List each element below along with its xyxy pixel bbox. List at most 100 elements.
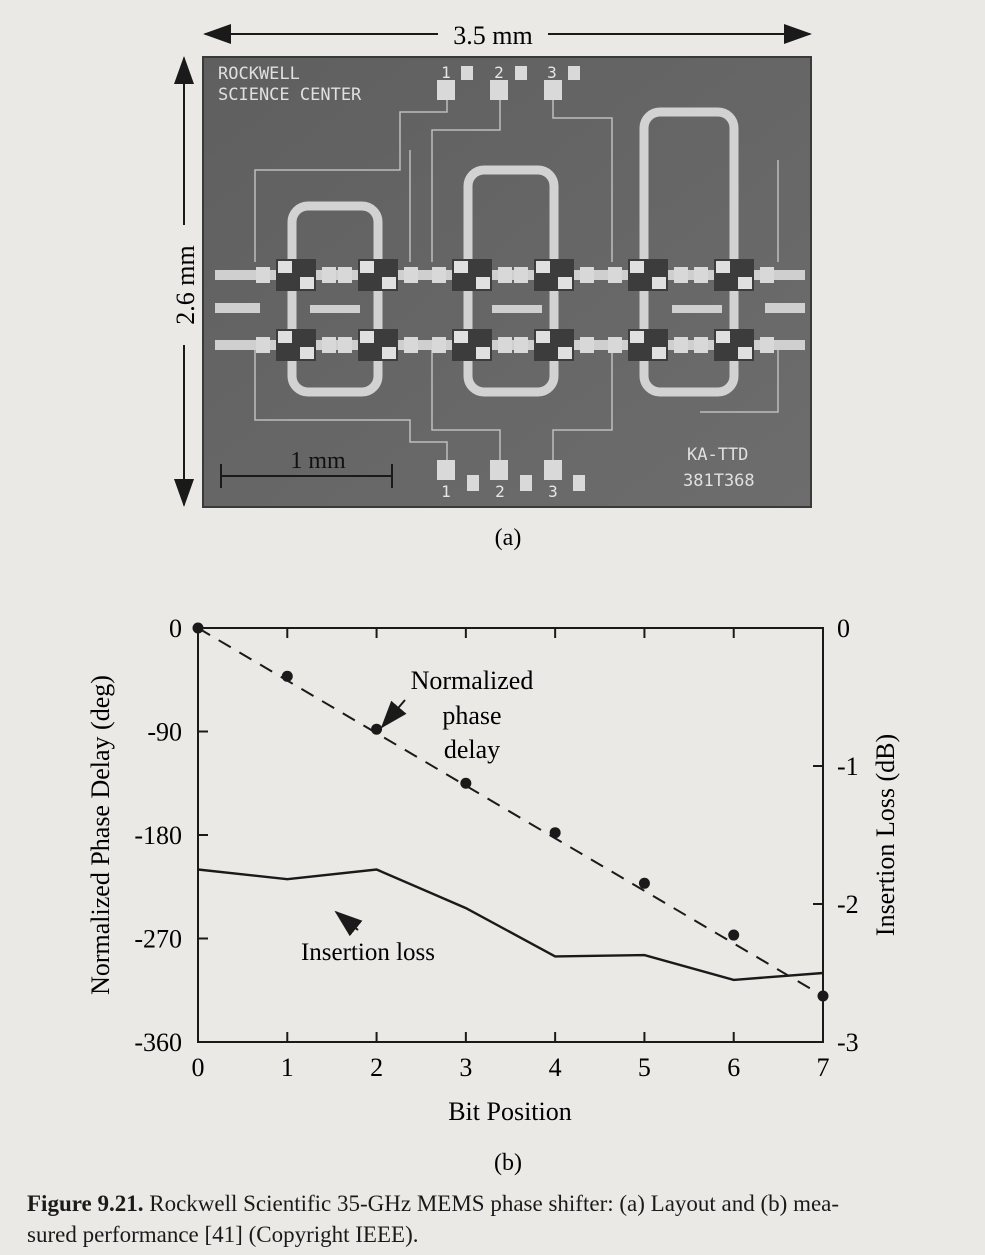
insertion-loss-line — [197, 868, 824, 982]
switch-pad — [278, 261, 292, 273]
switch-bias-pad — [498, 337, 512, 353]
switch-bias-pad — [760, 267, 774, 283]
x-tick-label: 1 — [281, 1053, 294, 1082]
phase-delay-point — [281, 670, 293, 682]
switch-pad — [558, 277, 572, 289]
switch-bias-pad — [404, 337, 418, 353]
pad-label-top-2: 2 — [494, 63, 504, 82]
switch-bias-pad — [432, 337, 446, 353]
phase-delay-point — [192, 622, 204, 634]
figure-caption: Figure 9.21. Rockwell Scientific 35-GHz … — [27, 1188, 972, 1250]
switch-pad — [630, 331, 644, 343]
switch-pad — [300, 347, 314, 359]
switch-pad — [716, 261, 730, 273]
y-tick-label: 0 — [169, 614, 182, 643]
chip-text-line1: ROCKWELL — [218, 64, 300, 84]
switch-pad — [738, 347, 752, 359]
switch-bias-pad — [338, 337, 352, 353]
y2-tick-label: -3 — [837, 1028, 859, 1057]
switch-pad — [652, 347, 666, 359]
phase-delay-point — [728, 929, 740, 941]
pad-label-top-3: 3 — [547, 63, 557, 82]
switch-bias-pad — [580, 267, 594, 283]
chip-photo: 1 2 3 1 2 3 ROCKWELL SCIENCE CENTER KA-T… — [202, 56, 812, 508]
switch-bias-pad — [256, 337, 270, 353]
switch-bias-pad — [338, 267, 352, 283]
annotation-loss: Insertion loss — [301, 939, 435, 966]
width-label: 3.5 mm — [453, 21, 532, 50]
switch-pad — [454, 261, 468, 273]
y-axis-label: Normalized Phase Delay (deg) — [86, 675, 115, 995]
annotation-phase-arrow — [380, 699, 407, 729]
switch-bias-pad — [432, 267, 446, 283]
pad-label-bottom-1: 1 — [441, 482, 451, 501]
switch-bias-pad — [404, 267, 418, 283]
annotation-loss-arrow — [334, 910, 363, 937]
y-tick-label: -90 — [147, 718, 182, 747]
phase-delay-trend-line — [197, 627, 824, 997]
y-tick-label: -270 — [134, 925, 182, 954]
x-tick-label: 7 — [817, 1053, 830, 1082]
chip-text-line2: SCIENCE CENTER — [218, 85, 362, 105]
annotation-phase-line3: delay — [444, 735, 500, 764]
scale-label: 1 mm — [290, 448, 346, 474]
switch-pad — [476, 277, 490, 289]
switch-pad — [536, 261, 550, 273]
x-tick-label: 0 — [192, 1053, 205, 1082]
y2-tick-label: -2 — [837, 890, 859, 919]
switch-pad — [454, 331, 468, 343]
caption-figure-number: Figure 9.21. — [27, 1191, 144, 1216]
switch-bias-pad — [608, 337, 622, 353]
switch-pad — [716, 331, 730, 343]
switch-pad — [476, 347, 490, 359]
switch-bias-pad — [694, 267, 708, 283]
panel-a-sublabel: (a) — [495, 525, 522, 551]
switch-pad — [360, 331, 374, 343]
annotation-phase-line2: phase — [442, 701, 501, 730]
y-tick-label: -180 — [134, 821, 182, 850]
panel-b-chart: 0 1 2 3 4 5 6 7 0 -90 -180 -270 -360 0 -1 -2 -3 Bit Posi… — [86, 614, 900, 1176]
annotation-phase-line1: Normalized — [411, 666, 534, 695]
series-layer — [192, 622, 829, 1002]
y2-tick-label: 0 — [837, 614, 850, 643]
phase-delay-point — [638, 877, 650, 889]
switch-bias-pad — [322, 267, 336, 283]
switch-bias-pad — [498, 267, 512, 283]
y2-tick-label: -1 — [837, 752, 859, 781]
switch-bias-pad — [694, 337, 708, 353]
phase-delay-point — [371, 723, 383, 735]
x-tick-label: 6 — [727, 1053, 740, 1082]
switch-bias-pad — [514, 267, 528, 283]
switch-pad — [382, 347, 396, 359]
switch-pad — [300, 277, 314, 289]
switch-bias-pad — [322, 337, 336, 353]
switch-bias-pad — [580, 337, 594, 353]
x-axis-label: Bit Position — [448, 1097, 572, 1126]
switch-bias-pad — [608, 267, 622, 283]
panel-b-sublabel: (b) — [494, 1150, 522, 1176]
y-tick-label: -360 — [134, 1028, 182, 1057]
x-tick-label: 3 — [459, 1053, 472, 1082]
switch-pad — [536, 331, 550, 343]
switch-bias-pad — [674, 337, 688, 353]
switch-pad — [630, 261, 644, 273]
x-tick-label: 2 — [370, 1053, 383, 1082]
switch-pad — [652, 277, 666, 289]
switch-pad — [382, 277, 396, 289]
switch-pad — [738, 277, 752, 289]
switch-bias-pad — [256, 267, 270, 283]
switch-bias-pad — [514, 337, 528, 353]
height-label: 2.6 mm — [171, 245, 200, 324]
phase-delay-point — [549, 827, 561, 839]
pad-label-top-1: 1 — [441, 63, 451, 82]
pad-label-bottom-3: 3 — [548, 482, 558, 501]
caption-text-line2: sured performance [41] (Copyright IEEE). — [27, 1222, 419, 1247]
axis-tick-labels: 0 1 2 3 4 5 6 7 0 -90 -180 -270 -360 0 -1 -2 -3 — [134, 614, 858, 1082]
switch-bias-pad — [760, 337, 774, 353]
switch-bias-pad — [674, 267, 688, 283]
phase-delay-point — [460, 777, 472, 789]
chip-code-2: 381T368 — [683, 471, 755, 491]
x-tick-label: 5 — [638, 1053, 651, 1082]
panel-a: 3.5 mm 2.6 mm — [168, 18, 812, 551]
